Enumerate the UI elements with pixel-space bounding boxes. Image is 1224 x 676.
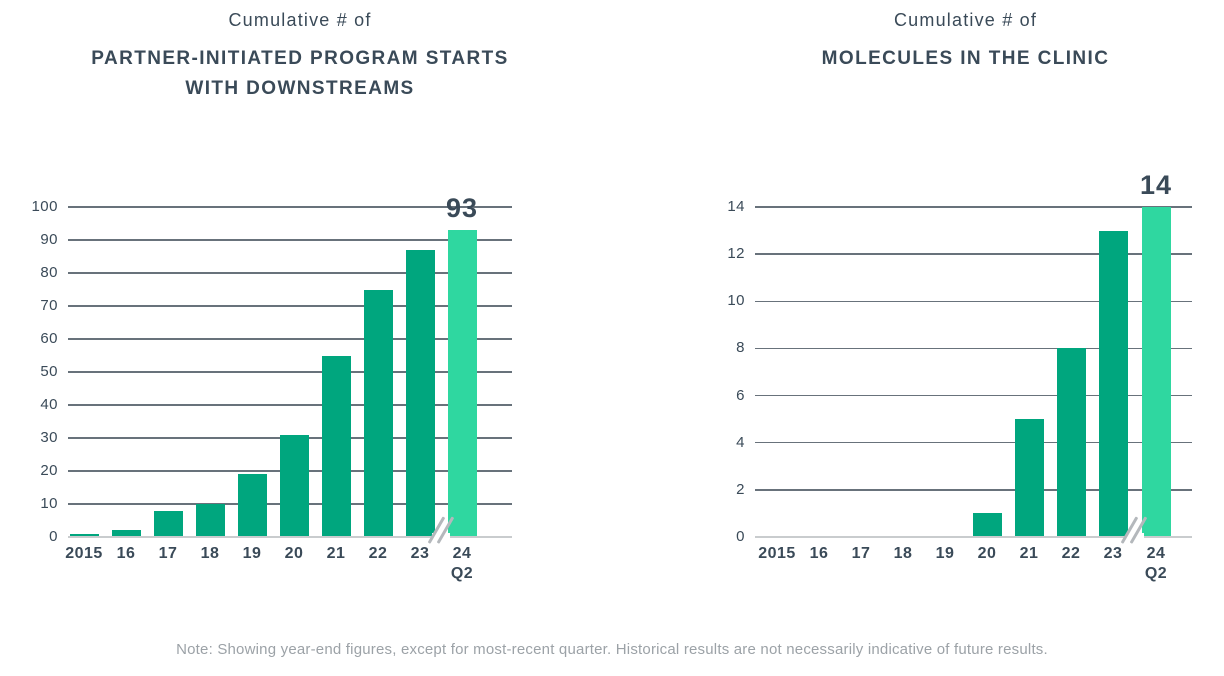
bar-23 bbox=[1098, 230, 1128, 537]
chart-supertitle: Cumulative # of bbox=[893, 10, 1038, 30]
y-axis-tick-label: 12 bbox=[727, 245, 745, 263]
y-axis-tick-label: 14 bbox=[727, 198, 745, 215]
y-axis-tick-label: 10 bbox=[40, 495, 58, 512]
gridline bbox=[755, 441, 1192, 444]
x-axis-tick-label: 2015 bbox=[758, 545, 796, 562]
bar-16 bbox=[111, 530, 141, 537]
gridline bbox=[68, 305, 512, 307]
gridline bbox=[68, 338, 512, 340]
x-axis-tick-label: 18 bbox=[200, 545, 220, 562]
y-axis-tick-label: 60 bbox=[40, 330, 58, 347]
bar-value-label: 14 bbox=[1139, 170, 1173, 200]
x-axis-tick-label: 20 bbox=[977, 545, 997, 562]
x-axis-tick-label: 2015 bbox=[65, 545, 103, 562]
chart-title-block-program-starts: Cumulative # of PARTNER-INITIATED PROGRA… bbox=[55, 10, 545, 104]
bar-21 bbox=[1014, 419, 1044, 537]
gridline bbox=[68, 404, 512, 406]
gridline bbox=[68, 272, 512, 274]
chart-supertitle: Cumulative # of bbox=[228, 10, 372, 30]
y-axis-tick-label: 20 bbox=[40, 462, 58, 479]
x-axis-tick-label: 16 bbox=[116, 545, 136, 562]
bar-21 bbox=[321, 355, 351, 537]
y-axis-tick-label: 0 bbox=[736, 528, 745, 545]
x-axis-tick-label: 24 Q2 bbox=[450, 545, 474, 582]
x-axis-tick-label: 24 Q2 bbox=[1144, 545, 1168, 582]
y-axis-tick-label: 30 bbox=[40, 429, 58, 446]
x-axis-tick-label: 19 bbox=[242, 545, 262, 562]
bar-24-Q2 bbox=[447, 230, 477, 537]
x-axis-tick-label: 21 bbox=[326, 545, 346, 562]
y-axis-tick-label: 50 bbox=[40, 363, 58, 380]
y-axis-tick-label: 70 bbox=[40, 297, 58, 314]
y-axis-tick-label: 8 bbox=[736, 339, 745, 357]
y-axis-tick-label: 4 bbox=[736, 433, 745, 451]
x-axis-tick-label: 22 bbox=[368, 545, 388, 562]
y-axis-tick-label: 2 bbox=[736, 480, 745, 498]
x-axis-line bbox=[68, 536, 512, 538]
x-axis-tick-label: 23 bbox=[1103, 545, 1123, 562]
x-axis-tick-label: 20 bbox=[284, 545, 304, 562]
y-axis-tick-label: 80 bbox=[40, 264, 58, 281]
bar-17 bbox=[153, 510, 183, 537]
x-axis-tick-label: 19 bbox=[935, 545, 955, 562]
chart-title-block-molecules: Cumulative # of MOLECULES IN THE CLINIC bbox=[738, 10, 1193, 74]
gridline bbox=[755, 253, 1192, 255]
x-axis-line bbox=[755, 536, 1192, 538]
x-axis-tick-label: 23 bbox=[410, 545, 430, 562]
bar-24-Q2 bbox=[1141, 207, 1171, 537]
x-axis-tick-label: 22 bbox=[1061, 545, 1081, 562]
chart-title-line: WITH DOWNSTREAMS bbox=[185, 78, 415, 99]
x-axis-tick-label: 21 bbox=[1019, 545, 1039, 562]
y-axis-tick-label: 0 bbox=[49, 528, 58, 545]
x-axis-tick-label: 18 bbox=[893, 545, 913, 562]
chart-title: PARTNER-INITIATED PROGRAM STARTS WITH DO… bbox=[55, 44, 545, 104]
bar-19 bbox=[237, 474, 267, 537]
bar-20 bbox=[972, 513, 1002, 537]
gridline bbox=[755, 489, 1192, 491]
y-axis-tick-label: 40 bbox=[40, 396, 58, 413]
bar-value-label: 93 bbox=[445, 193, 479, 224]
bar-2015 bbox=[69, 533, 99, 537]
chart-title-line: MOLECULES IN THE CLINIC bbox=[821, 48, 1110, 69]
y-axis-tick-label: 6 bbox=[736, 386, 745, 404]
footnote: Note: Showing year-end figures, except f… bbox=[176, 641, 1048, 658]
y-axis-tick-label: 10 bbox=[727, 292, 745, 310]
gridline bbox=[68, 239, 512, 241]
bar-22 bbox=[363, 289, 393, 537]
gridline bbox=[68, 206, 512, 208]
y-axis-tick-label: 90 bbox=[40, 231, 58, 248]
x-axis-tick-label: 17 bbox=[851, 545, 871, 562]
chart-title-line: PARTNER-INITIATED PROGRAM STARTS bbox=[91, 48, 509, 69]
x-axis-tick-label: 16 bbox=[809, 545, 829, 562]
gridline bbox=[755, 347, 1192, 350]
gridline bbox=[755, 206, 1192, 208]
y-axis-tick-label: 100 bbox=[31, 198, 58, 215]
chart-title: MOLECULES IN THE CLINIC bbox=[738, 44, 1193, 74]
x-axis-tick-label: 17 bbox=[158, 545, 178, 562]
bar-18 bbox=[195, 504, 225, 537]
bar-20 bbox=[279, 434, 309, 537]
bar-22 bbox=[1056, 348, 1086, 537]
gridline bbox=[755, 300, 1192, 303]
gridline bbox=[68, 371, 512, 373]
bar-23 bbox=[405, 249, 435, 537]
gridline bbox=[755, 394, 1192, 397]
